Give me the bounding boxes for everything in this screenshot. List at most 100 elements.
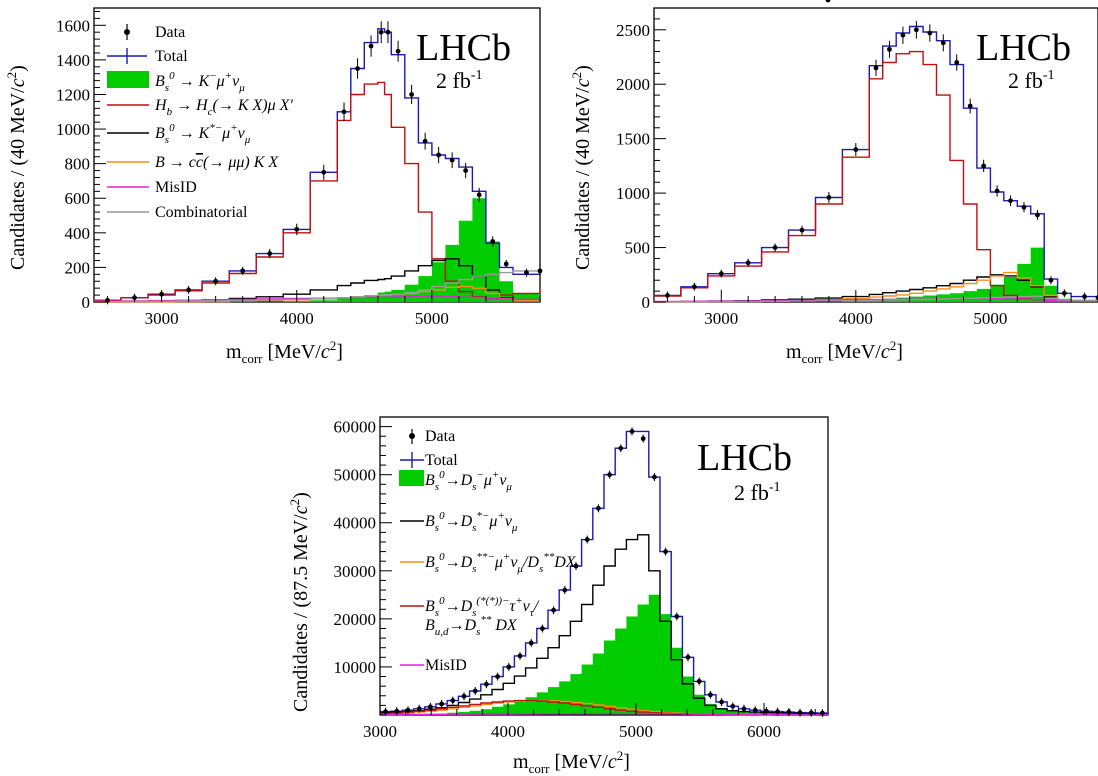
data-point [981,159,987,173]
data-point [537,266,543,275]
series-b-s-0-d-s-line [380,534,828,715]
y-tick-label: 800 [65,155,91,174]
x-tick-label: 3000 [363,722,397,741]
data-point [395,40,401,62]
data-point [461,692,467,701]
data-point [967,98,973,114]
axes: 3000 4000 5000 0 500 1000 1500 2000 2500 [616,7,1098,328]
data-point [394,707,400,716]
data-point [294,223,300,236]
svg-text:Data: Data [155,24,185,41]
x-axis-title: mcorr [MeV/c2] [786,338,903,366]
legend-entry-dsstarstar: Bs0→Ds**−μ+νμ/Ds**DX [400,551,577,575]
data-point [663,547,668,556]
data-point [629,427,635,436]
y-tick-label: 30000 [334,562,377,581]
svg-text:Data: Data [425,428,455,445]
svg-text:Combinatorial: Combinatorial [155,204,248,221]
data-point [476,187,482,202]
data-point [741,704,747,713]
data-point [674,612,680,621]
svg-text:Total: Total [425,452,458,469]
data-point [528,638,534,647]
data-point [887,40,892,58]
data-point [484,680,489,689]
data-point [368,35,374,57]
y-tick-label: 60000 [334,418,377,437]
series-b-s-0-d-s-fill [380,594,828,715]
x-tick-label: 4000 [839,309,873,328]
y-tick-label: 10000 [334,658,377,677]
svg-text:Bs0 → K−μ+νμ: Bs0 → K−μ+νμ [155,70,245,94]
legend-entry-tau: Bs0→Ds(*(*))−τ+ντ/ Bu,d→Ds** DX [400,595,540,638]
y-tick-label: 0 [82,293,91,312]
y-tick-label: 1600 [56,16,90,35]
series-total-line [94,28,541,301]
y-tick-label: 1500 [616,130,650,149]
data-point [416,704,422,713]
data-point [1035,209,1040,220]
series-combinatorial-line [94,269,541,303]
data-point [900,26,906,44]
data-point [1095,293,1098,302]
data-point [450,696,456,705]
data-point [825,0,831,3]
y-tick-label: 1200 [56,85,90,104]
legend-entry-combinatorial: Combinatorial [107,204,248,221]
legend: Data Total Bs0 → K−μ+νμ Hb → Hc(→ K X)μ … [107,24,293,221]
data-point [562,586,568,595]
x-tick-label: 6000 [747,722,781,741]
data-point [772,243,778,252]
x-tick-label: 5000 [619,722,653,741]
plot-area [94,21,543,305]
lhcb-label: LHCb [976,27,1071,69]
data-point [503,259,509,269]
plot-area [380,0,831,718]
svg-text:Bs0→Ds(*(*))−τ+ντ/: Bs0→Ds(*(*))−τ+ντ/ [425,595,540,619]
data-point [752,706,758,715]
data-point [1021,202,1027,213]
y-tick-label: 2500 [616,21,650,40]
luminosity-label: 2 fb-1 [734,480,781,505]
svg-text:Bs0→Ds**−μ+νμ/Ds**DX: Bs0→Ds**−μ+νμ/Ds**DX [425,551,577,575]
legend-entry-hb: Hb → Hc(→ K X)μ X' [107,97,293,118]
y-tick-label: 1000 [616,184,650,203]
series-combinatorial-line [654,295,1098,303]
data-point [383,707,388,716]
data-point [1082,292,1087,301]
data-point [618,444,624,453]
x-tick-label: 5000 [415,309,449,328]
lhcb-label: LHCb [416,27,511,69]
legend-entry-signal: Bs0 → K−μ+νμ [107,70,245,94]
data-point [1048,276,1054,285]
legend: Data Total Bs0→Ds−μ+νμ Bs0→Ds*−μ+νμ Bs0→… [399,428,577,674]
data-point [490,236,496,247]
data-point [524,268,529,277]
data-point [1008,195,1013,207]
legend-entry-signal: Bs0→Ds−μ+νμ [399,469,512,493]
y-tick-label: 200 [65,258,91,277]
panel-top-left: 3000 4000 5000 0 200 400 600 800 1000 1200 1400 160… [4,7,543,366]
data-point [797,708,803,717]
series-b-s-0-k-fill [94,198,540,302]
y-tick-label: 2000 [616,75,650,94]
y-tick-label: 400 [65,224,91,243]
data-point [449,152,455,169]
data-point [422,132,428,150]
data-point [439,699,444,708]
series-total-line [654,25,1098,298]
legend-entry-total: Total [400,452,458,469]
y-tick-label: 50000 [334,466,377,485]
x-tick-label: 4000 [280,309,314,328]
data-point [267,248,273,259]
data-point [873,59,879,76]
svg-text:MisID: MisID [425,657,467,674]
data-point [517,651,523,660]
panel-bottom: 3000 4000 5000 6000100002000030000400005000… [287,0,831,776]
y-tick-label: 20000 [334,610,377,629]
data-point [495,672,500,681]
y-axis-title: Candidates / (40 MeV/c2) [569,65,594,270]
data-point [808,708,814,717]
data-point [607,470,612,479]
